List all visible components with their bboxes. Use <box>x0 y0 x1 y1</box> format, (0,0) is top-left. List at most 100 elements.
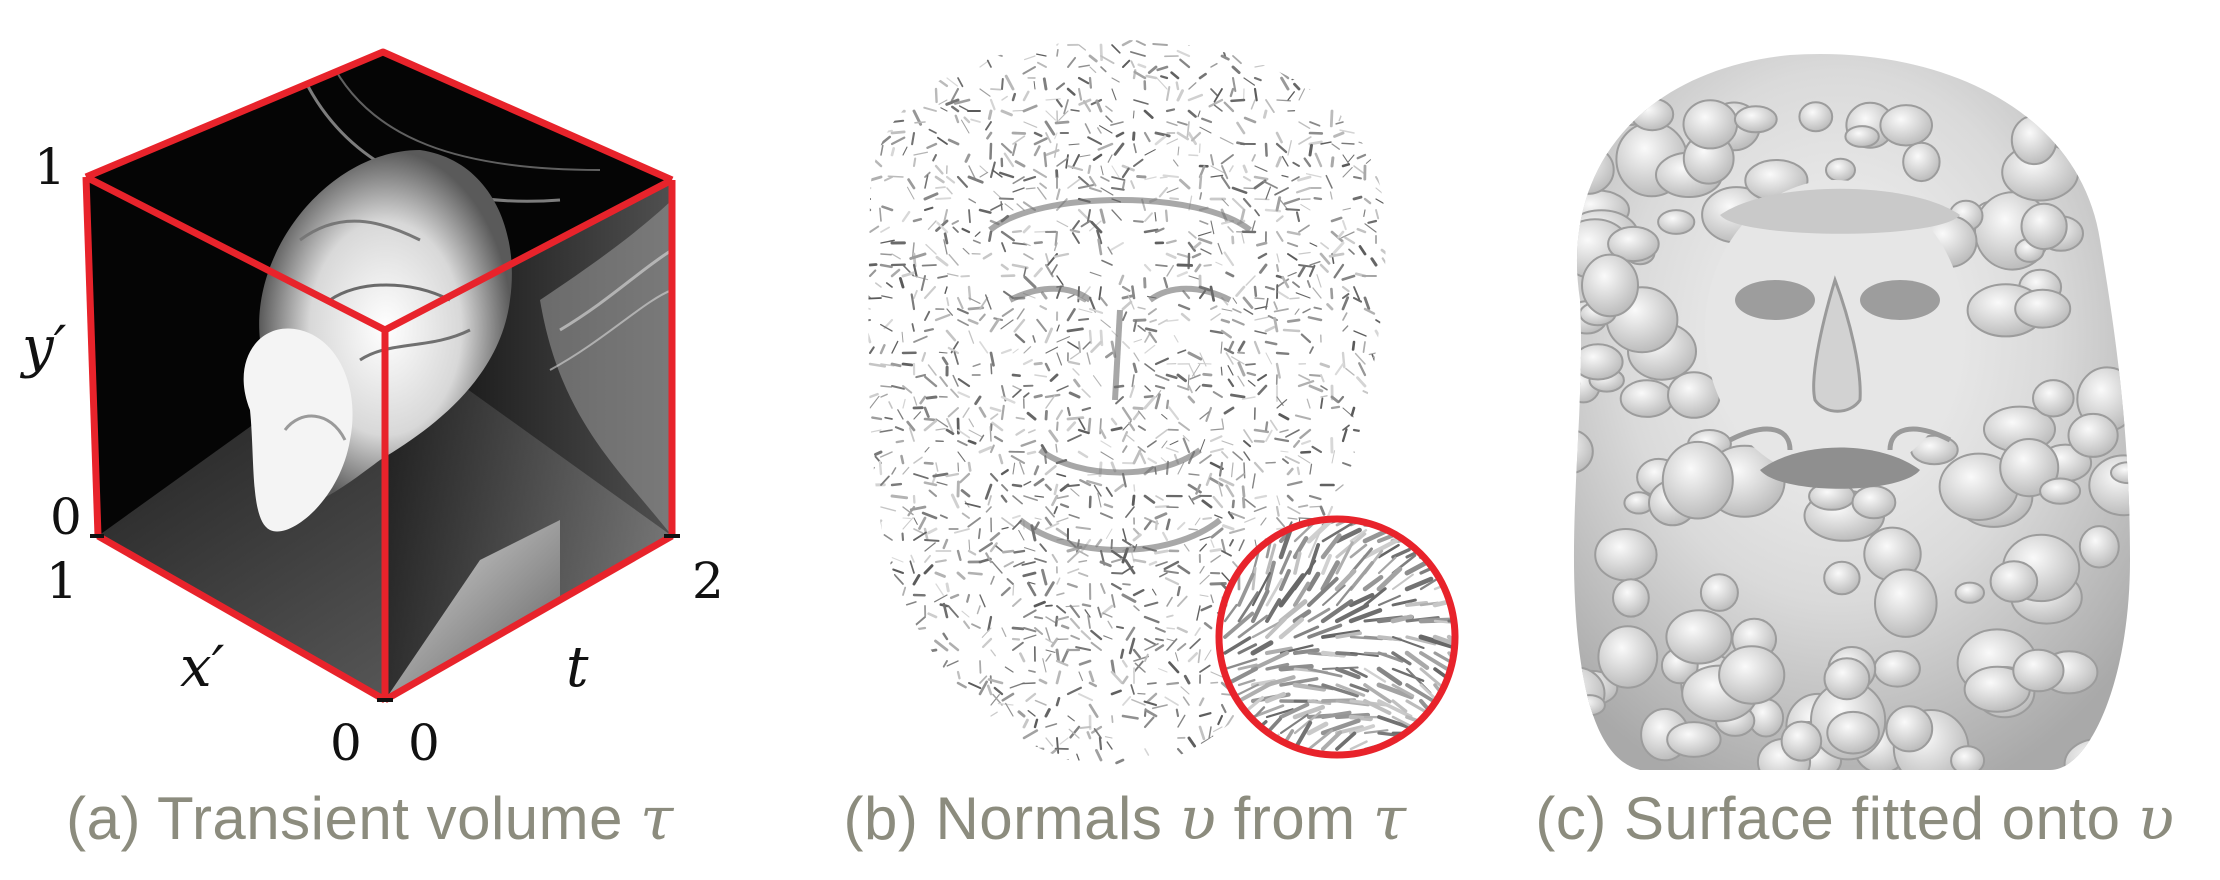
normal-stroke <box>1330 230 1344 243</box>
normal-stroke <box>1294 414 1312 421</box>
caption-b-mid: from <box>1216 785 1373 852</box>
normal-stroke <box>1023 346 1032 354</box>
normal-stroke <box>1045 649 1056 653</box>
normal-stroke <box>967 517 981 528</box>
normal-stroke <box>1363 307 1376 315</box>
normal-stroke <box>1367 407 1377 414</box>
normal-stroke <box>945 329 957 342</box>
normal-stroke <box>1032 335 1036 343</box>
normal-stroke <box>868 263 878 267</box>
normal-stroke <box>1166 638 1178 651</box>
zoom-inset <box>1215 515 1459 759</box>
inset-normal-stroke <box>1293 581 1311 607</box>
normal-stroke <box>978 406 987 418</box>
normal-stroke <box>1200 604 1213 612</box>
normal-stroke <box>1055 659 1069 667</box>
y-axis-tick-bottom: 0 <box>50 488 82 546</box>
normal-stroke <box>1033 394 1043 399</box>
normal-stroke <box>1111 176 1126 181</box>
normal-stroke <box>1023 627 1037 633</box>
normal-stroke <box>911 131 916 146</box>
normal-stroke <box>1287 91 1295 101</box>
normal-stroke <box>1081 406 1092 412</box>
normal-stroke <box>934 559 947 564</box>
normal-stroke <box>1100 176 1110 182</box>
normal-stroke <box>1000 319 1014 330</box>
hair-curl <box>1879 104 1934 147</box>
normal-stroke <box>1264 340 1278 346</box>
normal-stroke <box>1209 329 1224 335</box>
normal-stroke <box>1143 396 1156 410</box>
normal-stroke <box>1032 168 1048 179</box>
inset-normal-stroke <box>1236 681 1274 704</box>
normal-stroke <box>1023 175 1037 182</box>
hair-curl <box>1999 438 2060 498</box>
inset-normal-stroke <box>1307 699 1332 706</box>
normal-stroke <box>1166 596 1173 607</box>
normal-stroke <box>1166 264 1174 277</box>
normal-stroke <box>1144 748 1150 756</box>
normal-stroke <box>1220 703 1227 714</box>
normal-stroke <box>1001 308 1014 317</box>
normal-stroke <box>1245 363 1256 366</box>
normal-stroke <box>1006 578 1014 585</box>
normal-stroke <box>1067 178 1081 189</box>
normal-stroke <box>1319 252 1331 265</box>
normal-stroke <box>1337 395 1345 403</box>
normal-stroke <box>1352 43 1362 50</box>
normal-stroke <box>1125 433 1135 442</box>
normal-stroke <box>1144 212 1153 222</box>
hair-curl <box>1573 343 1624 381</box>
normal-stroke <box>1188 528 1198 531</box>
normal-stroke <box>902 466 910 475</box>
normal-stroke <box>894 426 905 432</box>
normal-stroke <box>1070 488 1080 497</box>
normal-stroke <box>1067 341 1081 350</box>
normal-stroke <box>1055 409 1064 421</box>
t-axis-tick-origin: 0 <box>408 714 440 772</box>
normal-stroke <box>1231 462 1234 478</box>
normal-stroke <box>920 275 926 291</box>
normal-stroke <box>878 577 893 585</box>
normal-stroke <box>909 560 915 574</box>
normal-stroke <box>1380 248 1386 256</box>
normal-stroke <box>923 481 938 487</box>
normal-stroke <box>1217 714 1224 726</box>
normal-stroke <box>1019 652 1026 663</box>
normal-stroke <box>1229 527 1246 535</box>
normal-stroke <box>1375 55 1383 60</box>
normal-stroke <box>890 482 903 487</box>
normal-stroke <box>1202 372 1213 377</box>
normal-stroke <box>1245 726 1256 741</box>
normal-stroke <box>1121 406 1133 422</box>
normal-stroke <box>1045 522 1060 530</box>
normal-stroke <box>1048 429 1059 443</box>
normal-stroke <box>868 693 871 698</box>
normal-stroke <box>1118 274 1125 286</box>
normal-stroke <box>1160 457 1168 464</box>
normal-stroke <box>1188 40 1191 46</box>
normal-stroke <box>1080 630 1092 641</box>
normal-stroke <box>1265 186 1271 200</box>
normal-stroke <box>1110 689 1122 696</box>
inset-normal-stroke <box>1306 571 1321 592</box>
inset-normal-stroke <box>1321 710 1352 719</box>
normal-stroke <box>1287 517 1298 520</box>
normal-stroke <box>891 119 905 123</box>
normal-stroke <box>957 319 969 327</box>
normal-stroke <box>1166 187 1179 193</box>
inset-normal-stroke <box>1265 598 1282 623</box>
normal-stroke <box>925 243 937 255</box>
normal-stroke <box>1100 440 1112 448</box>
normal-stroke <box>1253 285 1258 297</box>
normal-stroke <box>1133 605 1140 612</box>
normal-stroke <box>1044 120 1056 136</box>
normal-stroke <box>979 88 991 97</box>
normal-stroke <box>989 142 993 160</box>
normal-stroke <box>1306 398 1311 409</box>
normal-stroke <box>880 226 890 233</box>
normal-stroke <box>1203 622 1213 630</box>
normal-stroke <box>1088 681 1098 688</box>
inset-normal-stroke <box>1391 699 1408 713</box>
normal-stroke <box>990 711 998 717</box>
